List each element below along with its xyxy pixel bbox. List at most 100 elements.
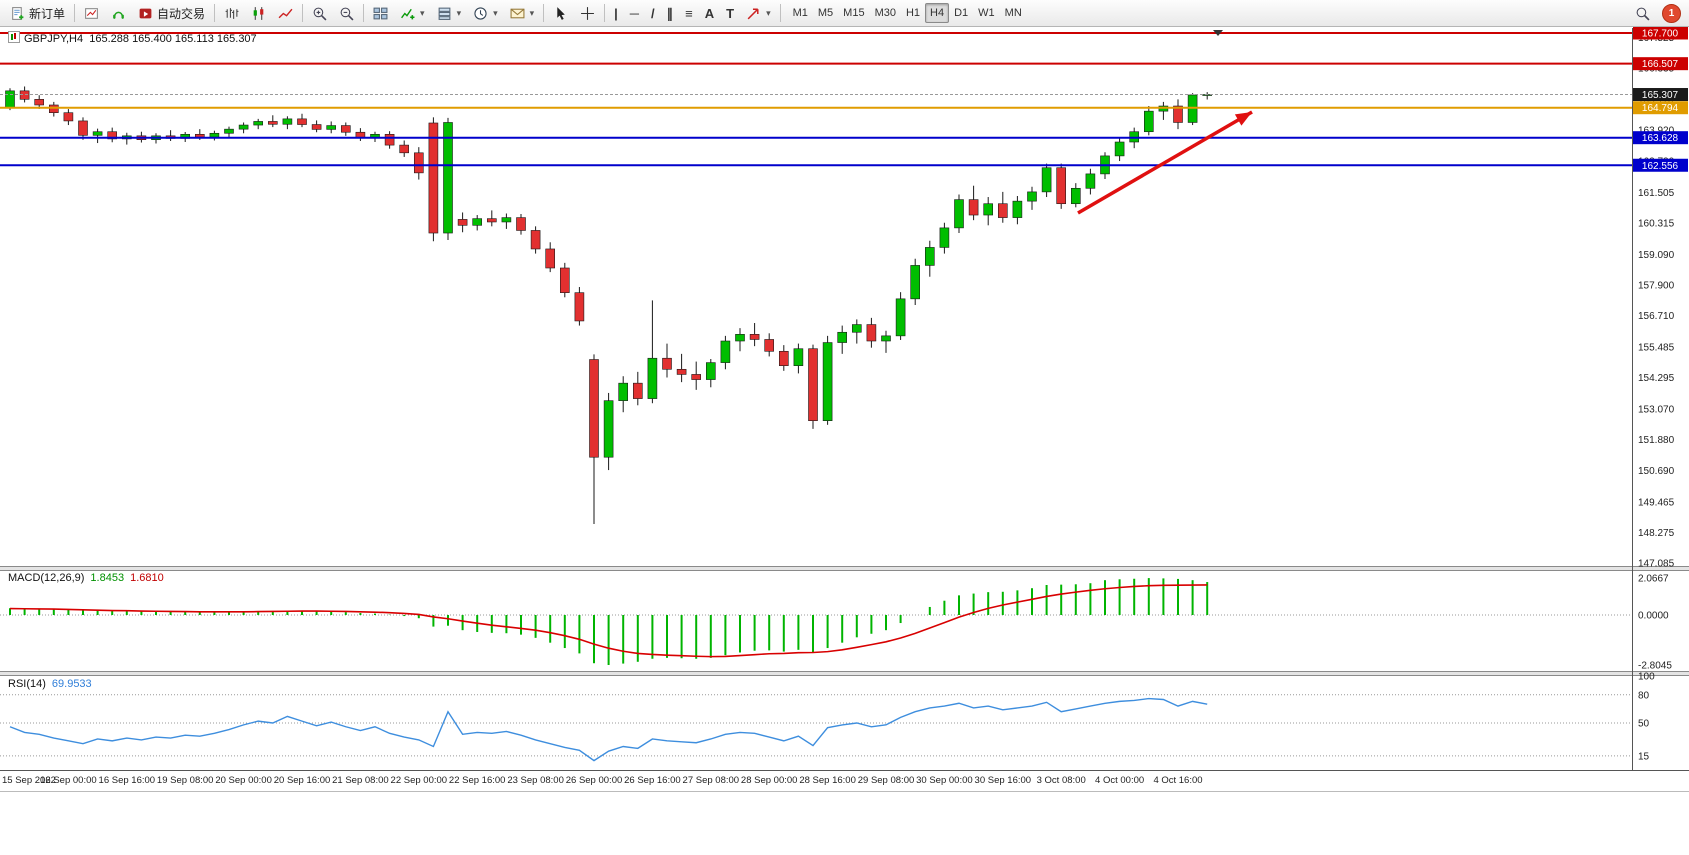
toolbar-separator (604, 4, 606, 22)
timeframe-mn-button[interactable]: MN (1000, 3, 1027, 23)
rsi-panel[interactable]: 100 80 50 15 (0, 672, 1655, 763)
macd-signal-line (9, 584, 1208, 658)
trend-arrow[interactable] (1077, 110, 1253, 215)
time-label: 26 Sep 16:00 (624, 775, 681, 786)
top-toolbar: 新订单 自动交易 (0, 0, 1689, 27)
time-label: 20 Sep 16:00 (274, 775, 331, 786)
timeframe-m15-button[interactable]: M15 (838, 3, 869, 23)
svg-text:162.556: 162.556 (1642, 161, 1679, 172)
autotrading-button[interactable]: 自动交易 (132, 2, 211, 24)
svg-text:150.690: 150.690 (1638, 466, 1675, 477)
notification-badge[interactable]: 1 (1662, 3, 1681, 23)
zoom-in-button[interactable] (306, 2, 333, 24)
search-icon (1636, 7, 1650, 21)
vline-tool-button[interactable]: | (608, 2, 624, 24)
svg-text:164.794: 164.794 (1642, 103, 1679, 114)
price-badge (1633, 88, 1688, 102)
search-button[interactable] (1629, 2, 1656, 24)
price-badge (1633, 26, 1688, 40)
price-badge (1633, 131, 1688, 145)
hline-tool-button[interactable]: ─ (624, 2, 645, 24)
time-label: 23 Sep 08:00 (507, 775, 564, 786)
caret-down-icon: ▾ (456, 7, 462, 18)
profiles-button[interactable]: ▾ (431, 2, 468, 24)
fibonacci-tool-button[interactable]: ≡ (679, 2, 699, 24)
market-watch-button[interactable] (105, 2, 132, 24)
new-chart-button[interactable] (78, 2, 105, 24)
svg-text:148.275: 148.275 (1638, 528, 1675, 539)
new-order-icon (12, 6, 24, 20)
zoom-out-icon (340, 7, 354, 20)
macd-axis-label: 2.0667 (1638, 574, 1669, 585)
svg-text:154.295: 154.295 (1638, 373, 1675, 384)
price-badge (1633, 158, 1688, 172)
price-badges: 167.700 166.507 164.794 163.628 162.556 165.3… (1633, 26, 1688, 172)
periods-button[interactable]: ▾ (467, 2, 504, 24)
candles-layer[interactable] (5, 86, 1212, 525)
svg-text:163.920: 163.920 (1638, 126, 1675, 137)
text-tool-button[interactable]: A (699, 2, 720, 24)
price-badge (1633, 57, 1688, 71)
timeframe-h1-button[interactable]: H1 (901, 3, 925, 23)
timeframe-w1-button[interactable]: W1 (973, 3, 1000, 23)
vertical-line-icon: | (614, 5, 618, 21)
time-label: 20 Sep 00:00 (215, 775, 272, 786)
time-label: 30 Sep 16:00 (975, 775, 1032, 786)
shift-marker[interactable] (1213, 30, 1223, 36)
svg-text:163.628: 163.628 (1642, 133, 1679, 144)
autotrading-icon (139, 8, 152, 18)
new-order-button[interactable]: 新订单 (4, 2, 71, 24)
cursor-tool-button[interactable] (547, 2, 574, 24)
svg-text:151.880: 151.880 (1638, 435, 1675, 446)
time-label: 27 Sep 08:00 (683, 775, 740, 786)
trendline-icon: / (651, 5, 655, 21)
time-label: 16 Sep 00:00 (40, 775, 97, 786)
time-label: 21 Sep 08:00 (332, 775, 389, 786)
time-label: 4 Oct 16:00 (1153, 775, 1202, 786)
rsi-level-label: 15 (1638, 751, 1650, 762)
toolbar-separator (779, 4, 781, 22)
timeframe-d1-button[interactable]: D1 (949, 3, 973, 23)
indicators-button[interactable]: ▾ (394, 2, 431, 24)
macd-axis-label: -2.8045 (1638, 661, 1672, 672)
chart-shift-marker[interactable] (1213, 30, 1223, 36)
time-label: 22 Sep 00:00 (391, 775, 448, 786)
rsi-line (9, 697, 1208, 762)
toolbar-separator (74, 4, 76, 22)
time-label: 29 Sep 08:00 (858, 775, 915, 786)
svg-text:153.070: 153.070 (1638, 405, 1675, 416)
macd-axis-label: 0.0000 (1638, 611, 1669, 622)
fibonacci-icon: ≡ (685, 5, 693, 21)
tile-windows-icon (373, 7, 388, 19)
candlestick-type-button[interactable] (245, 2, 272, 24)
zoom-out-button[interactable] (333, 2, 360, 24)
line-chart-type-button[interactable] (272, 2, 299, 24)
arrow-shape-icon (747, 7, 759, 19)
templates-button[interactable]: ▾ (504, 2, 541, 24)
timeframe-m5-button[interactable]: M5 (813, 3, 838, 23)
caret-down-icon: ▾ (420, 7, 425, 18)
time-label: 30 Sep 00:00 (916, 775, 973, 786)
timeframe-m1-button[interactable]: M1 (788, 3, 813, 23)
time-label: 4 Oct 00:00 (1095, 775, 1144, 786)
horizontal-lines-layer[interactable] (0, 32, 1632, 167)
macd-panel[interactable]: 2.0667 0.0000 -2.8045 (0, 574, 1672, 672)
tile-windows-button[interactable] (367, 2, 394, 24)
shapes-button[interactable]: ▾ (740, 2, 777, 24)
rsi-level-label: 50 (1638, 719, 1650, 730)
clock-icon (474, 6, 487, 20)
trendline-tool-button[interactable]: / (645, 2, 661, 24)
time-label: 26 Sep 00:00 (566, 775, 623, 786)
time-label: 3 Oct 08:00 (1037, 775, 1086, 786)
timeframe-h4-button[interactable]: H4 (925, 3, 950, 23)
label-tool-button[interactable]: T (720, 2, 740, 24)
channel-tool-button[interactable]: ∥ (661, 2, 680, 24)
crosshair-tool-button[interactable] (574, 2, 601, 24)
bar-chart-type-button[interactable] (218, 2, 245, 24)
toolbar-separator (363, 4, 365, 22)
caret-down-icon: ▾ (529, 7, 535, 18)
toolbar-separator (543, 4, 545, 22)
timeframe-m30-button[interactable]: M30 (870, 3, 901, 23)
